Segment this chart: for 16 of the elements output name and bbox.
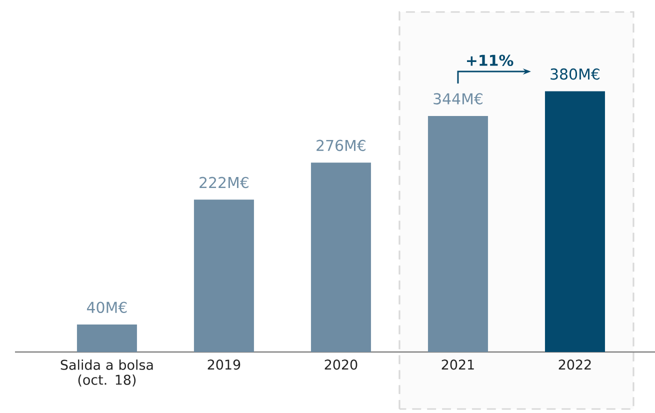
data-label: 40M€ bbox=[86, 302, 127, 314]
x-tick-label: 2019 bbox=[208, 360, 240, 370]
text: +11% bbox=[467, 54, 514, 66]
bar bbox=[544, 91, 605, 352]
x-tick-label: 2022 bbox=[558, 360, 591, 370]
data-label: 222M€ bbox=[200, 176, 248, 188]
bar bbox=[76, 324, 137, 352]
data-label: 276M€ bbox=[316, 140, 366, 152]
data-label: 380M€ bbox=[550, 68, 600, 80]
x-tick-label: 2021 bbox=[442, 360, 474, 370]
x-tick-label: 2020 bbox=[324, 360, 358, 370]
bar bbox=[194, 200, 254, 352]
bar bbox=[428, 116, 488, 352]
x-tick-label: Salida a bolsa (oct. 18) bbox=[60, 360, 153, 386]
data-label: 344M€ bbox=[434, 93, 482, 104]
bar bbox=[310, 162, 371, 352]
